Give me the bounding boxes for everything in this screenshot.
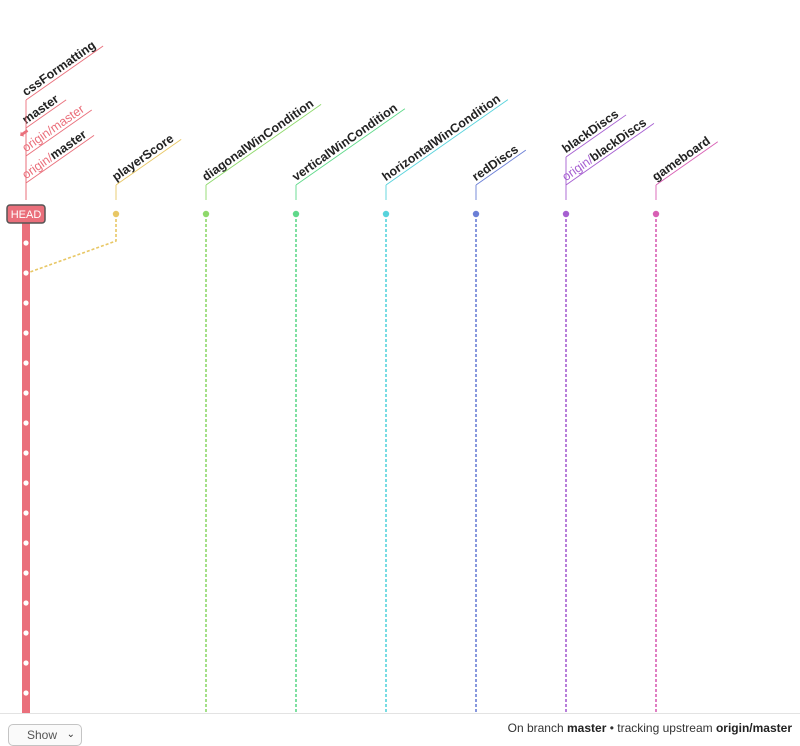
ref-label-gameboard[interactable]: gameboard (648, 130, 719, 186)
head-badge-label: HEAD (11, 209, 42, 221)
svg-text:gameboard: gameboard (650, 134, 713, 184)
commit-dot[interactable] (23, 330, 29, 336)
commit-dot[interactable] (23, 540, 29, 546)
status-middle: • tracking upstream (609, 721, 713, 735)
commit-dot[interactable] (23, 510, 29, 516)
commit-dot[interactable] (23, 360, 29, 366)
branch-tip-commit[interactable] (472, 210, 480, 218)
status-upstream: origin/master (715, 721, 792, 735)
branch-tip-commit[interactable] (562, 210, 570, 218)
branch-tip-commit[interactable] (112, 210, 120, 218)
ref-label-cssformatting[interactable]: cssFormatting (18, 35, 104, 101)
status-prefix: On branch (507, 721, 564, 735)
commit-graph: origin/masterorigin/master⬅mastercssForm… (6, 35, 719, 713)
commit-dot[interactable] (23, 300, 29, 306)
commit-dot[interactable] (23, 450, 29, 456)
branch-status: On branch master • tracking upstream ori… (508, 721, 792, 735)
commit-dot[interactable] (23, 240, 29, 246)
svg-text:playerScore: playerScore (110, 131, 177, 184)
commit-dot[interactable] (23, 570, 29, 576)
commit-dot[interactable] (23, 660, 29, 666)
branch-tip-commit[interactable] (292, 210, 300, 218)
show-dropdown-label: Show (27, 728, 58, 742)
commit-dot[interactable] (23, 270, 29, 276)
commit-dot[interactable] (23, 600, 29, 606)
show-dropdown[interactable]: Show ⌄ (8, 724, 82, 746)
ref-label-playerscore[interactable]: playerScore (108, 128, 182, 186)
commit-dot[interactable] (23, 690, 29, 696)
branch-tip-commit[interactable] (382, 210, 390, 218)
branch-merge-line (29, 214, 117, 273)
footer-bar: Show ⌄ On branch master • tracking upstr… (0, 713, 800, 746)
head-badge[interactable] (6, 204, 46, 224)
master-branch-line (22, 214, 30, 713)
svg-text:cssFormatting: cssFormatting (20, 38, 99, 99)
chevron-down-icon: ⌄ (66, 729, 75, 740)
commit-dot[interactable] (23, 390, 29, 396)
svg-text:redDiscs: redDiscs (470, 142, 521, 184)
commit-dot[interactable] (23, 480, 29, 486)
status-branch: master (567, 721, 607, 735)
branch-tip-commit[interactable] (202, 210, 210, 218)
ref-label-reddiscs[interactable]: redDiscs (468, 139, 527, 186)
branch-tip-commit[interactable] (652, 210, 660, 218)
commit-dot[interactable] (23, 630, 29, 636)
commit-dot[interactable] (23, 420, 29, 426)
